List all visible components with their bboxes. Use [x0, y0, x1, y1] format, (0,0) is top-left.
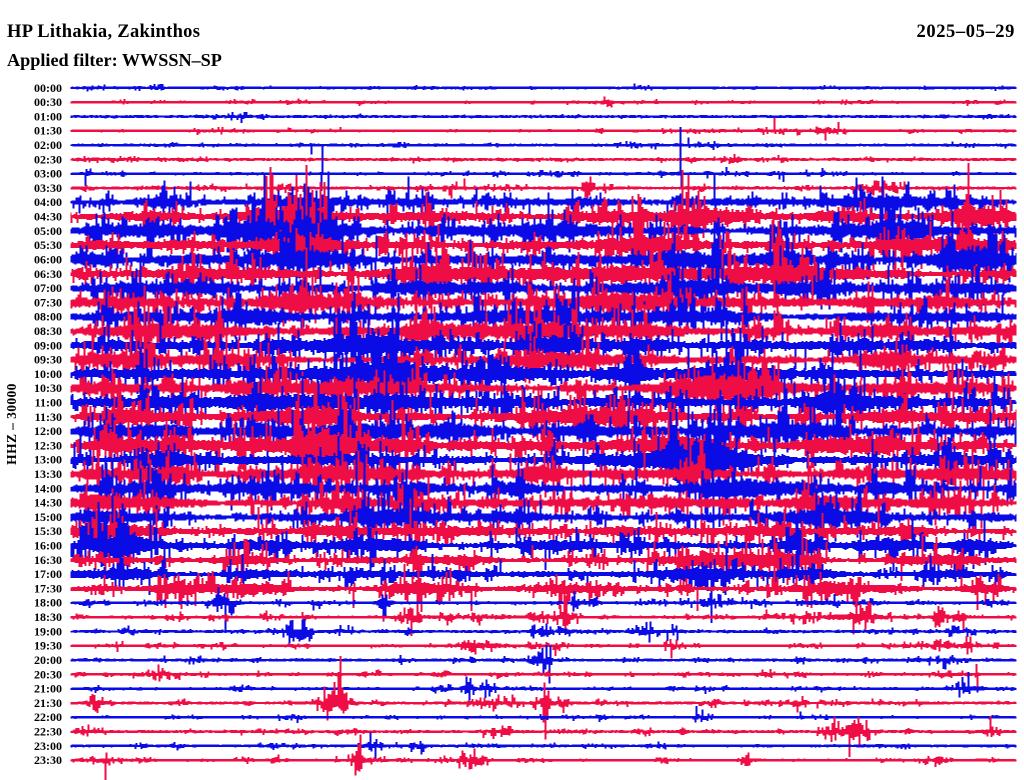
svg-text:17:00: 17:00	[34, 567, 62, 581]
svg-text:12:00: 12:00	[34, 424, 62, 438]
svg-text:04:30: 04:30	[34, 210, 62, 224]
svg-text:11:30: 11:30	[35, 410, 62, 424]
svg-text:07:00: 07:00	[34, 281, 62, 295]
svg-text:14:00: 14:00	[34, 481, 62, 495]
svg-text:22:30: 22:30	[34, 725, 62, 739]
svg-text:07:30: 07:30	[34, 295, 62, 309]
svg-text:21:00: 21:00	[34, 682, 62, 696]
svg-text:16:00: 16:00	[34, 539, 62, 553]
svg-text:14:30: 14:30	[34, 496, 62, 510]
svg-text:16:30: 16:30	[34, 553, 62, 567]
svg-text:00:30: 00:30	[34, 95, 62, 109]
svg-text:HP Lithakia, Zakinthos: HP Lithakia, Zakinthos	[7, 22, 200, 42]
svg-text:Applied filter: WWSSN–SP: Applied filter: WWSSN–SP	[7, 50, 222, 70]
svg-text:01:30: 01:30	[34, 124, 62, 138]
svg-text:09:00: 09:00	[34, 338, 62, 352]
svg-text:19:30: 19:30	[34, 639, 62, 653]
svg-text:17:30: 17:30	[34, 581, 62, 595]
svg-text:23:00: 23:00	[34, 739, 62, 753]
svg-text:23:30: 23:30	[34, 753, 62, 767]
svg-text:10:30: 10:30	[34, 381, 62, 395]
svg-text:06:00: 06:00	[34, 252, 62, 266]
svg-text:2025–05–29: 2025–05–29	[917, 22, 1016, 42]
svg-text:03:30: 03:30	[34, 181, 62, 195]
svg-text:20:00: 20:00	[34, 653, 62, 667]
svg-text:05:30: 05:30	[34, 238, 62, 252]
svg-text:04:00: 04:00	[34, 195, 62, 209]
svg-text:03:00: 03:00	[34, 167, 62, 181]
svg-text:18:30: 18:30	[34, 610, 62, 624]
svg-text:12:30: 12:30	[34, 438, 62, 452]
svg-text:15:00: 15:00	[34, 510, 62, 524]
svg-text:13:00: 13:00	[34, 453, 62, 467]
svg-text:19:00: 19:00	[34, 624, 62, 638]
svg-text:10:00: 10:00	[34, 367, 62, 381]
svg-text:15:30: 15:30	[34, 524, 62, 538]
svg-text:21:30: 21:30	[34, 696, 62, 710]
svg-text:06:30: 06:30	[34, 267, 62, 281]
svg-text:HHZ – 30000: HHZ – 30000	[4, 383, 19, 465]
svg-text:13:30: 13:30	[34, 467, 62, 481]
svg-text:02:30: 02:30	[34, 152, 62, 166]
svg-text:09:30: 09:30	[34, 353, 62, 367]
svg-text:02:00: 02:00	[34, 138, 62, 152]
svg-text:20:30: 20:30	[34, 667, 62, 681]
svg-text:01:00: 01:00	[34, 109, 62, 123]
svg-text:18:00: 18:00	[34, 596, 62, 610]
svg-text:08:30: 08:30	[34, 324, 62, 338]
svg-text:08:00: 08:00	[34, 310, 62, 324]
svg-text:11:00: 11:00	[35, 396, 62, 410]
svg-text:05:00: 05:00	[34, 224, 62, 238]
svg-text:22:00: 22:00	[34, 710, 62, 724]
svg-text:00:00: 00:00	[34, 81, 62, 95]
